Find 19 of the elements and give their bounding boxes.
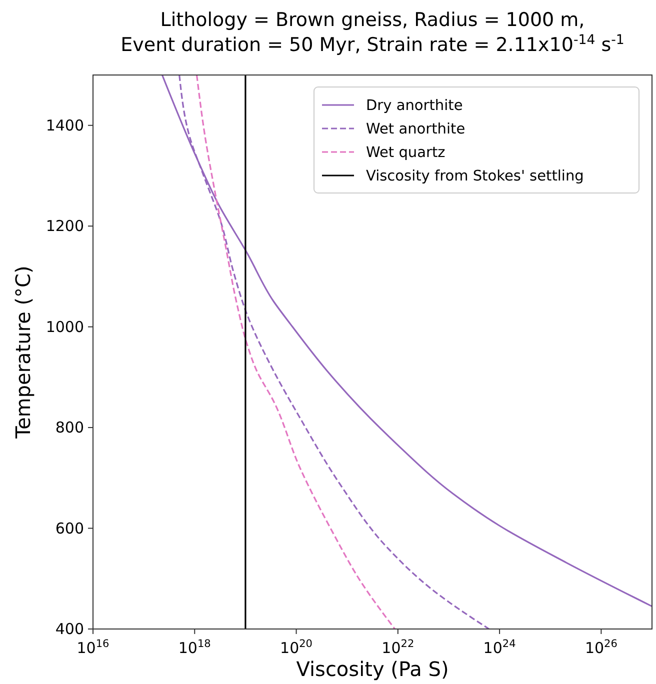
- y-tick-label: 400: [55, 620, 84, 638]
- x-tick-label: 10$^{24}$: [483, 638, 516, 657]
- x-tick-label: 10$^{20}$: [280, 638, 313, 657]
- y-axis-title: Temperature (°C): [11, 266, 35, 440]
- x-tick-label: 10$^{26}$: [584, 638, 618, 657]
- legend-label: Wet quartz: [366, 145, 446, 161]
- y-tick-label: 1200: [46, 217, 84, 236]
- y-tick-label: 1000: [46, 318, 84, 336]
- y-tick-label: 600: [55, 519, 84, 538]
- y-tick-label: 800: [55, 418, 84, 437]
- y-tick-label: 1400: [46, 116, 84, 134]
- x-tick-label: 10$^{16}$: [76, 638, 110, 657]
- x-tick-label: 10$^{18}$: [178, 638, 211, 657]
- legend-label: Wet anorthite: [366, 122, 466, 138]
- x-tick-label: 10$^{22}$: [382, 638, 414, 657]
- x-axis-title: Viscosity (Pa S): [296, 657, 449, 681]
- chart-title: Lithology = Brown gneiss, Radius = 1000 m, Event duration = 50 Myr, Strain rate = 2.11x10$^{-14}$ s$^{-1}$: [120, 9, 624, 56]
- legend-label: Viscosity from Stokes' settling: [366, 168, 584, 184]
- legend-label: Dry anorthite: [366, 98, 463, 114]
